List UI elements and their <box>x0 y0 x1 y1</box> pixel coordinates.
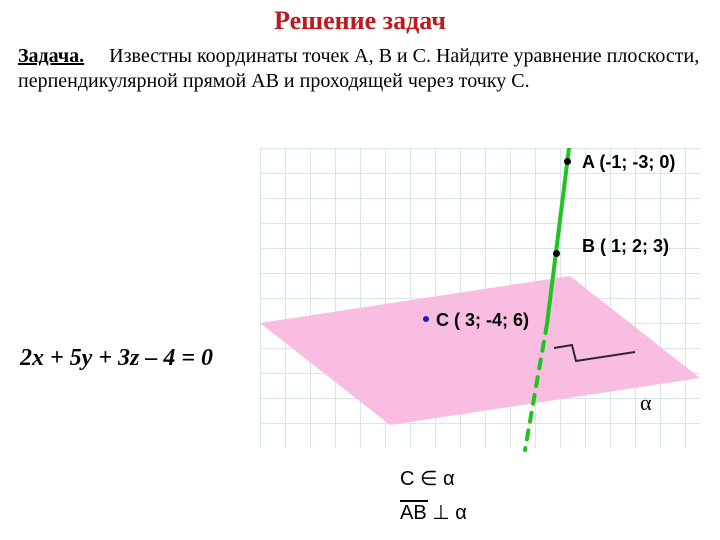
task-word: Задача. <box>18 45 84 67</box>
point-c-dot <box>423 316 429 322</box>
plane-equation: 2x + 5y + 3z – 4 = 0 <box>20 345 213 372</box>
point-b-dot <box>553 250 560 257</box>
formula-ab-perp-alpha: AB ⊥ α <box>400 500 467 525</box>
point-b-label: B ( 1; 2; 3) <box>582 236 669 257</box>
grid-background <box>260 148 700 448</box>
perp-alpha-text: ⊥ α <box>427 502 467 524</box>
task-statement: Задача. Известны координаты точек А, В и… <box>0 36 720 94</box>
page-title: Решение задач <box>0 0 720 36</box>
geometry-figure: A (-1; -3; 0) B ( 1; 2; 3) C ( 3; -4; 6)… <box>260 148 700 518</box>
task-body: Известны координаты точек А, В и С. Найд… <box>18 45 699 92</box>
point-a-dot <box>564 158 571 165</box>
formula-c-in-alpha: C ∈ α <box>400 466 455 491</box>
point-a-label: A (-1; -3; 0) <box>582 152 675 173</box>
vector-ab-text: AB <box>400 502 427 524</box>
point-c-label: C ( 3; -4; 6) <box>436 310 529 331</box>
alpha-label: α <box>640 390 652 416</box>
